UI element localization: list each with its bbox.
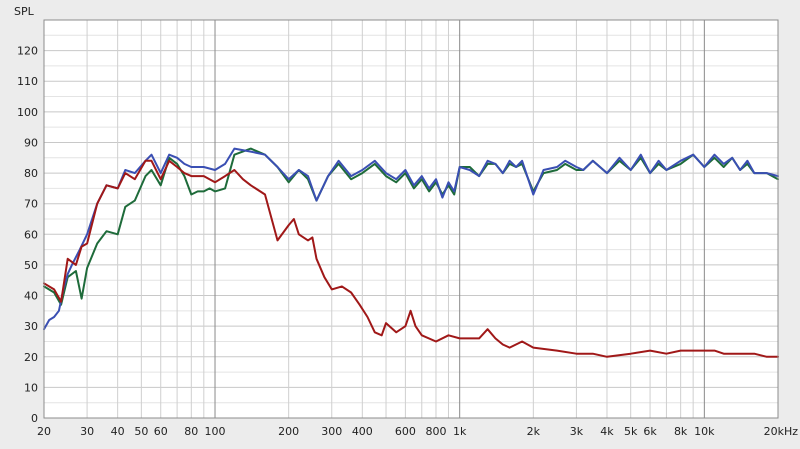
x-tick-label: 50	[134, 425, 148, 438]
y-tick-label: 100	[17, 106, 38, 119]
x-tick-label: 80	[184, 425, 198, 438]
x-tick-label: 8k	[674, 425, 688, 438]
y-axis-label: SPL	[14, 5, 35, 18]
y-tick-label: 120	[17, 45, 38, 58]
x-tick-label: 20	[37, 425, 51, 438]
x-tick-label: 2k	[527, 425, 541, 438]
x-tick-labels: 20 30 40 50 60 80 100 200 300 400 600 800 1k 2k 3k 4k 5k…	[37, 425, 798, 438]
y-tick-label: 110	[17, 75, 38, 88]
x-tick-label: 300	[321, 425, 342, 438]
x-tick-label: 200	[278, 425, 299, 438]
x-tick-label: 4k	[600, 425, 614, 438]
x-tick-label: 5k	[624, 425, 638, 438]
y-tick-label: 60	[24, 228, 38, 241]
series-lines	[43, 147, 779, 358]
plot-frame	[43, 19, 779, 419]
y-tick-label: 40	[24, 290, 38, 303]
x-tick-label: 800	[425, 425, 446, 438]
y-tick-label: 80	[24, 167, 38, 180]
y-tick-label: 50	[24, 259, 38, 272]
x-tick-label: 600	[395, 425, 416, 438]
series-line-2	[43, 147, 779, 331]
y-tick-label: 70	[24, 198, 38, 211]
x-tick-label: 60	[154, 425, 168, 438]
y-tick-label: 20	[24, 351, 38, 364]
y-tick-label: 90	[24, 136, 38, 149]
x-tick-label: 1k	[453, 425, 467, 438]
y-tick-label: 30	[24, 320, 38, 333]
series-line-3	[43, 159, 779, 358]
y-tick-labels: 0 10 20 30 40 50 60 70 80 90 100 110 120	[17, 45, 38, 425]
x-tick-label: 3k	[570, 425, 584, 438]
x-tick-label: 400	[352, 425, 373, 438]
x-tick-label: 10k	[694, 425, 715, 438]
x-tick-label: 6k	[643, 425, 657, 438]
x-tick-label: 20kHz	[764, 425, 799, 438]
y-tick-label: 10	[24, 381, 38, 394]
y-tick-label: 0	[31, 412, 38, 425]
x-tick-label: 30	[80, 425, 94, 438]
x-tick-label: 40	[111, 425, 125, 438]
x-tick-label: 100	[205, 425, 226, 438]
